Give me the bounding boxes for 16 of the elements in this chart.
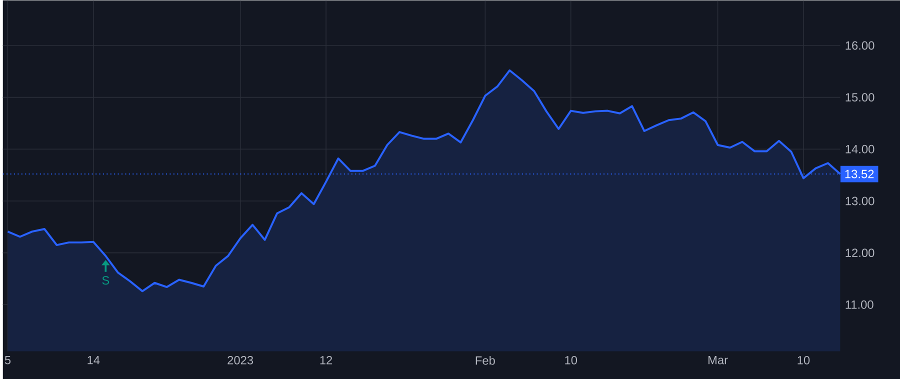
x-tick-label: 14 <box>88 356 100 364</box>
y-tick-label: 15.00 <box>846 93 874 102</box>
ref-line-label: 13.52 <box>845 170 874 178</box>
x-tick-label: Mar <box>708 356 728 364</box>
annotation: S <box>102 276 110 284</box>
y-tick-label: 13.00 <box>846 196 874 206</box>
y-tick-label: 12.00 <box>846 248 874 257</box>
y-tick-label: 14.00 <box>846 144 874 154</box>
x-tick-label: 10 <box>798 356 810 364</box>
x-tick-label: 5 <box>4 356 11 364</box>
x-tick-label: 12 <box>320 356 332 364</box>
x-tick-label: Feb <box>476 356 495 365</box>
x-tick-label: 10 <box>565 356 578 364</box>
y-tick-label: 16.00 <box>846 41 874 50</box>
x-tick-label: 2023 <box>228 356 254 364</box>
y-tick-label: 11.00 <box>846 300 874 309</box>
